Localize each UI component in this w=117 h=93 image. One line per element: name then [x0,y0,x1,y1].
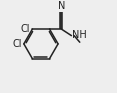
Text: Cl: Cl [12,39,22,49]
Text: NH: NH [72,30,87,40]
Text: N: N [58,1,65,11]
Text: Cl: Cl [21,24,30,34]
